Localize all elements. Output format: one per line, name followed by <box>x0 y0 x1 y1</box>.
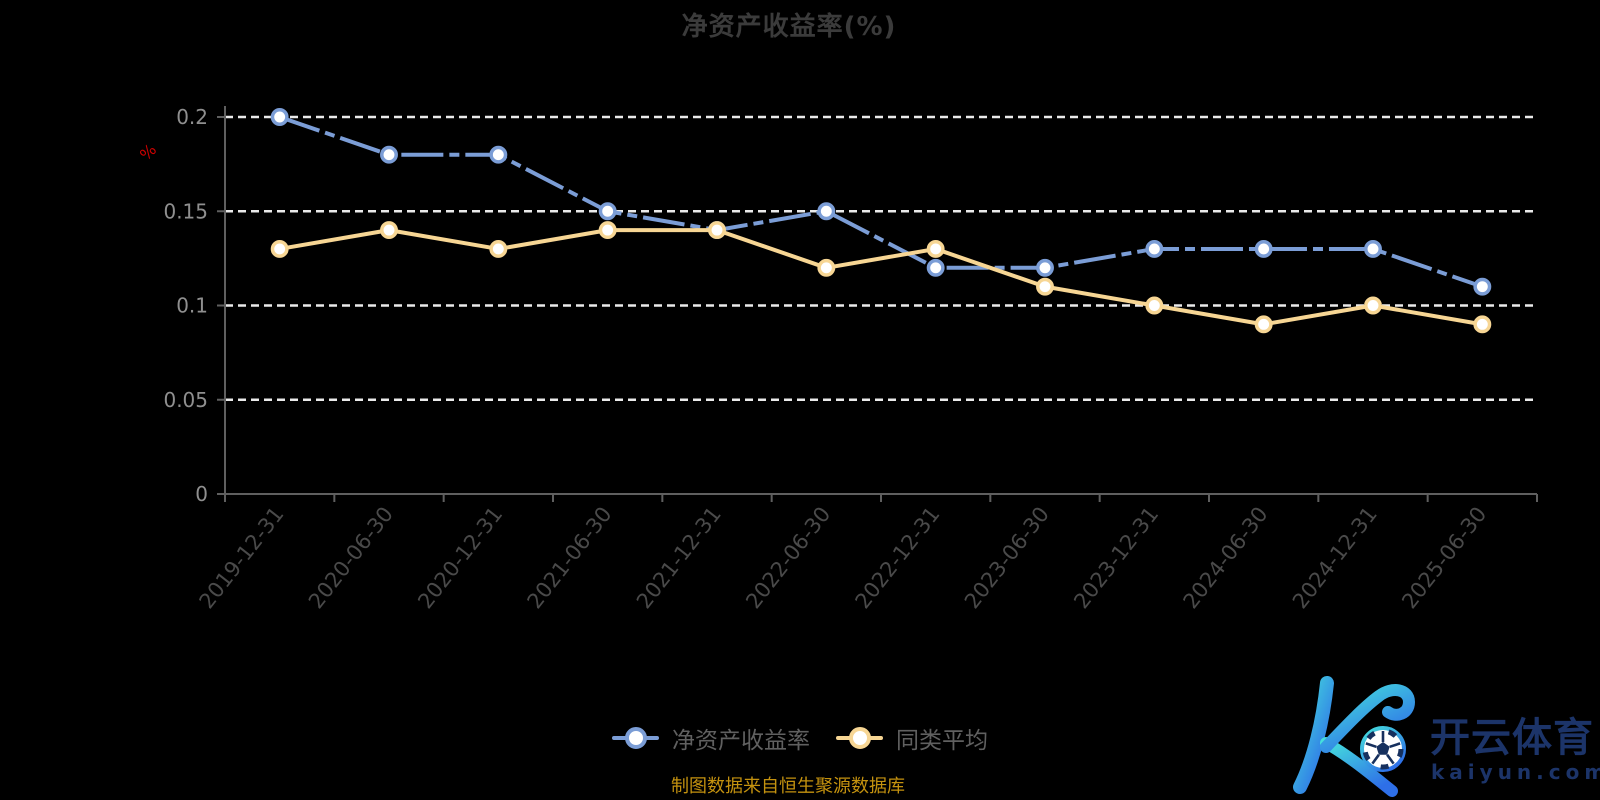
legend-label-roe: 净资产收益率 <box>672 728 810 754</box>
data-point-同类平均 <box>1473 315 1492 334</box>
x-tick-label: 2020-06-30 <box>304 502 398 613</box>
data-point-净资产收益率 <box>1145 240 1164 258</box>
kaiyun-logo[interactable]: 开云体育 kaiyun.com <box>1280 663 1600 800</box>
data-point-同类平均 <box>489 240 508 258</box>
legend-dot-roe <box>624 727 647 749</box>
data-point-净资产收益率 <box>1364 240 1382 258</box>
x-tick-label: 2023-12-31 <box>1069 502 1163 613</box>
legend-dot-peer-average <box>848 727 871 749</box>
data-point-同类平均 <box>1145 296 1164 315</box>
logo-brand-url: kaiyun.com <box>1431 760 1600 784</box>
x-tick-label: 2022-06-30 <box>741 502 835 613</box>
x-tick-label: 2020-12-31 <box>413 502 507 613</box>
y-tick-label: 0.05 <box>163 388 208 412</box>
legend: 净资产收益率 同类平均 <box>0 721 1600 755</box>
data-point-净资产收益率 <box>1473 277 1492 296</box>
data-point-同类平均 <box>708 221 726 240</box>
x-tick-label: 2024-06-30 <box>1179 502 1273 613</box>
y-axis-unit: % <box>136 140 160 164</box>
data-point-同类平均 <box>598 221 617 240</box>
data-point-净资产收益率 <box>380 145 398 164</box>
data-point-同类平均 <box>1364 296 1382 315</box>
x-tick-label: 2021-12-31 <box>632 502 726 613</box>
data-point-同类平均 <box>380 221 398 240</box>
series-line-同类平均 <box>279 228 1483 327</box>
kaiyun-k-mark: 开云体育 kaiyun.com <box>1293 676 1600 797</box>
x-tick-label: 2022-12-31 <box>851 502 945 613</box>
y-tick-label: 0.1 <box>176 294 208 318</box>
data-point-同类平均 <box>1254 315 1273 334</box>
x-tick-label: 2024-12-31 <box>1288 502 1382 613</box>
legend-item-peer-average[interactable]: 同类平均 <box>836 721 988 755</box>
chart-title: 净资产收益率(%) <box>681 12 897 42</box>
y-tick-label: 0.15 <box>163 199 208 223</box>
data-point-同类平均 <box>817 258 836 277</box>
legend-label-peer-average: 同类平均 <box>896 728 988 754</box>
data-point-同类平均 <box>926 240 945 258</box>
data-point-净资产收益率 <box>926 258 945 277</box>
legend-marker-roe <box>612 726 659 750</box>
y-tick-label: 0.2 <box>176 105 208 129</box>
legend-marker-peer-average <box>836 726 883 750</box>
data-point-净资产收益率 <box>598 202 617 221</box>
series-line-净资产收益率 <box>279 115 1483 289</box>
kaiyun-logo-graphic: 开云体育 kaiyun.com <box>1293 676 1600 797</box>
legend-item-roe[interactable]: 净资产收益率 <box>612 721 810 755</box>
data-point-同类平均 <box>1036 277 1054 296</box>
data-point-净资产收益率 <box>1254 240 1273 258</box>
data-point-净资产收益率 <box>1036 258 1054 277</box>
data-point-同类平均 <box>270 240 289 258</box>
y-tick-label: 0 <box>195 482 208 506</box>
data-point-净资产收益率 <box>489 145 508 164</box>
logo-brand-cn: 开云体育 <box>1430 715 1594 761</box>
x-tick-label: 2025-06-30 <box>1397 502 1491 613</box>
x-tick-label: 2021-06-30 <box>523 502 617 613</box>
data-source-note: 制图数据来自恒生聚源数据库 <box>671 776 905 797</box>
x-tick-label: 2023-06-30 <box>960 502 1054 613</box>
roe-line-chart: 0 0.05 0.1 0.15 0.2 2019-12-31 2020-06-30 2020-… <box>136 105 1538 613</box>
data-point-净资产收益率 <box>817 202 836 221</box>
soccer-ball-icon <box>1360 726 1406 772</box>
data-point-净资产收益率 <box>270 108 289 126</box>
x-tick-label: 2019-12-31 <box>195 502 289 613</box>
